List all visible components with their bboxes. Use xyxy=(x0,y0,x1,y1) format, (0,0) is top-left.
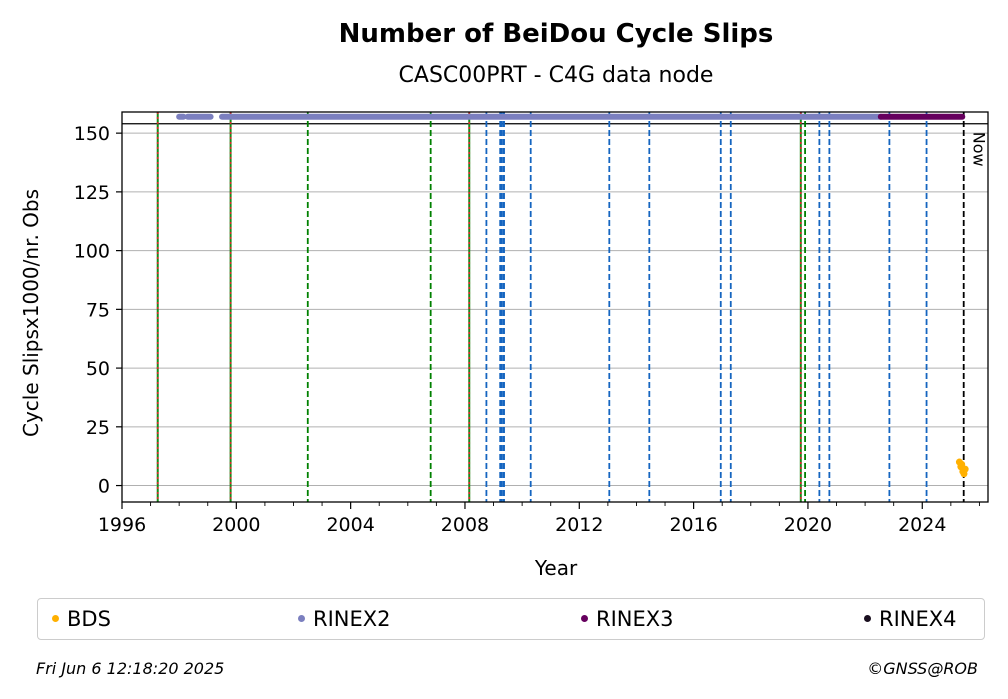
y-tick-label: 75 xyxy=(86,299,110,321)
x-axis-label: Year xyxy=(534,556,578,580)
legend-label-bds: BDS xyxy=(67,607,111,631)
now-label: Now xyxy=(970,132,989,167)
vline-layer xyxy=(156,112,965,502)
y-tick-label: 150 xyxy=(74,123,110,145)
x-tick-label: 2012 xyxy=(555,514,603,536)
series-0-point xyxy=(961,465,969,473)
legend-marker-rinex4 xyxy=(864,614,871,622)
legend-label-rinex2: RINEX2 xyxy=(313,607,391,631)
y-tick-label: 0 xyxy=(98,476,110,498)
y-tick-label: 125 xyxy=(74,182,110,204)
x-axis: 1996 2000 2004 2008 2012 2016 2020 2024 xyxy=(98,502,980,536)
chart: Number of BeiDou Cycle Slips CASC00PRT -… xyxy=(19,19,989,580)
legend-item-rinex4: RINEX4 xyxy=(864,607,957,631)
y-tick-label: 100 xyxy=(74,241,110,263)
legend-label-rinex4: RINEX4 xyxy=(879,607,957,631)
x-tick-label: 2024 xyxy=(898,514,946,536)
legend-marker-bds xyxy=(52,614,59,622)
legend-item-rinex2: RINEX2 xyxy=(298,607,391,631)
chart-title: Number of BeiDou Cycle Slips xyxy=(339,19,774,49)
legend-item-rinex3: RINEX3 xyxy=(581,607,674,631)
y-tick-label: 50 xyxy=(86,358,110,380)
x-tick-label: 2008 xyxy=(441,514,489,536)
legend-item-bds: BDS xyxy=(52,607,111,631)
x-tick-label: 2004 xyxy=(326,514,374,536)
x-tick-label: 1996 xyxy=(98,514,146,536)
footer-timestamp: Fri Jun 6 12:18:20 2025 xyxy=(36,659,225,678)
x-tick-label: 2016 xyxy=(669,514,717,536)
footer-copyright: ©GNSS@ROB xyxy=(867,659,978,678)
legend-marker-rinex3 xyxy=(581,614,588,622)
legend-label-rinex3: RINEX3 xyxy=(596,607,674,631)
y-axis-label: Cycle Slipsx1000/nr. Obs xyxy=(19,189,43,437)
y-axis: 0 25 50 75 100 125 150 xyxy=(74,123,122,498)
grid-layer xyxy=(122,123,988,487)
y-tick-label: 25 xyxy=(86,417,110,439)
legend: BDS RINEX2 RINEX3 RINEX4 xyxy=(37,598,985,640)
x-tick-label: 2000 xyxy=(212,514,260,536)
plot-frame xyxy=(121,111,989,503)
x-tick-label: 2020 xyxy=(784,514,832,536)
series-layer xyxy=(176,113,969,478)
legend-marker-rinex2 xyxy=(298,614,305,622)
chart-subtitle: CASC00PRT - C4G data node xyxy=(399,63,714,88)
